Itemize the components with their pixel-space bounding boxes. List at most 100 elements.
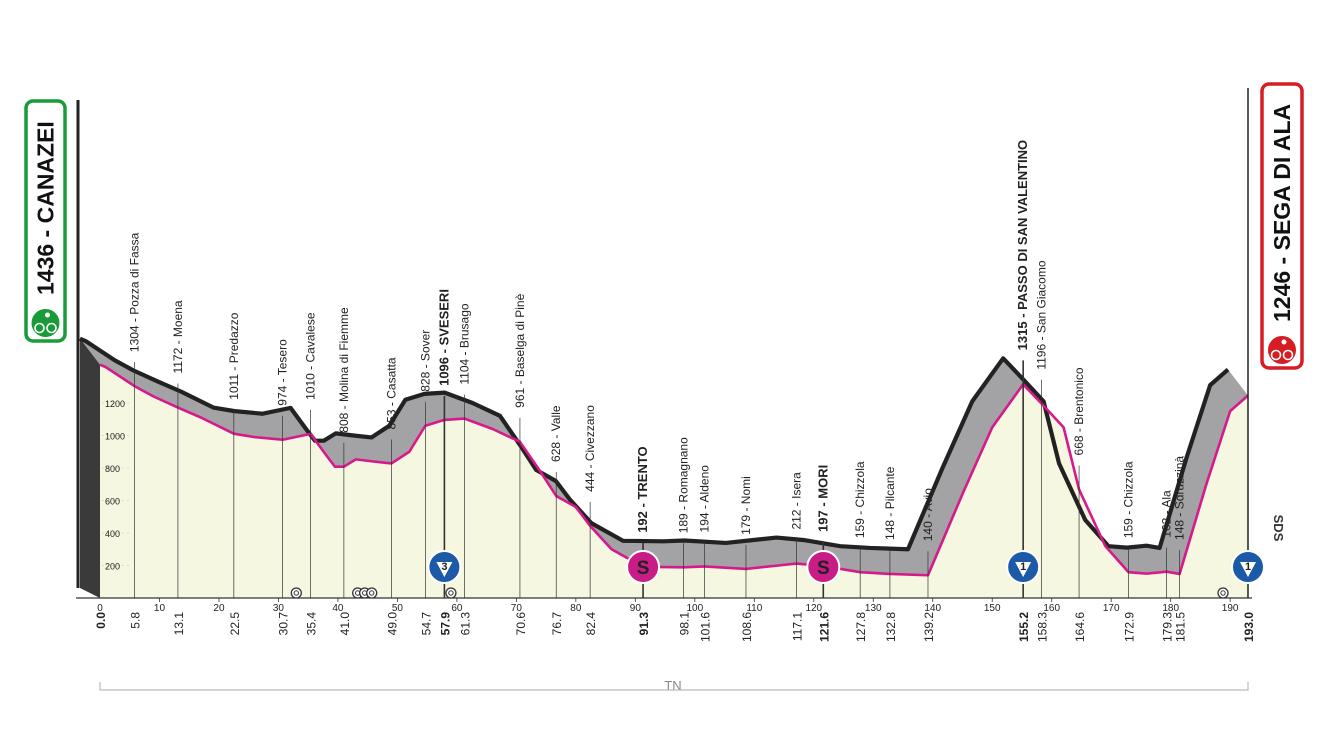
km-label: 35.4 (305, 612, 319, 636)
climb-triangle-icon (1240, 562, 1256, 577)
km-label: 22.5 (228, 612, 242, 636)
finish-banner-rider-icon (1266, 334, 1298, 366)
climb-category-label: 1 (1245, 561, 1251, 573)
sprint-label: S (637, 558, 650, 579)
sprint-label: S (817, 558, 830, 579)
tunnel-icon-inner (368, 590, 375, 596)
tunnel-icon (366, 587, 378, 599)
tunnel-icon-inner (1220, 590, 1226, 596)
waypoint-label: 162 - Ala (1160, 490, 1174, 538)
start-banner-rider-icon (29, 307, 62, 339)
km-label: 179.3 (1161, 612, 1175, 642)
km-label: 70.6 (514, 612, 528, 636)
waypoint-label: 212 - Isera (790, 472, 804, 530)
km-label: 5.8 (128, 612, 142, 629)
waypoint-label: 1196 - San Giacomo (1035, 260, 1049, 369)
km-label: 127.8 (854, 612, 868, 642)
waypoint-label: 974 - Tesero (276, 339, 290, 406)
profile-fill-layer (80, 338, 1248, 598)
start-banner-wheel-icon (34, 322, 45, 334)
waypoint-label: 194 - Aldeno (697, 465, 711, 533)
x-tick-label: 60 (451, 603, 463, 614)
profile-ridge-line (79, 336, 1230, 552)
region-bracket-line (99, 682, 1249, 691)
start-banner-wheel-icon (46, 322, 57, 334)
km-label: 61.3 (459, 612, 473, 636)
climb-triangle-icon (436, 562, 453, 577)
km-label: 98.1 (678, 612, 692, 636)
km-label: 181.5 (1174, 612, 1188, 642)
waypoint-label: 1172 - Moena (171, 300, 185, 373)
km-label: 121.6 (817, 612, 831, 642)
climb-category-label: 3 (441, 561, 447, 573)
finish-banner-label: 1246 - SEGA DI ALA (1269, 104, 1295, 322)
waypoint-label: 159 - Chizzola (1121, 461, 1135, 538)
x-tick-label: 80 (570, 603, 582, 614)
sds-label: SDS (1271, 515, 1286, 542)
x-tick-label: 50 (392, 603, 404, 614)
start-banner-frame (24, 99, 67, 343)
tunnel-icon-inner (448, 590, 454, 596)
km-label: 155.2 (1017, 612, 1031, 642)
x-tick-label: 40 (332, 603, 344, 614)
waypoint-label: 1096 - SVESERI (436, 289, 451, 386)
km-label: 82.4 (584, 612, 598, 636)
finish-banner: 1246 - SEGA DI ALA (1260, 82, 1304, 370)
waypoint-label: 197 - MORI (815, 465, 830, 532)
km-label: 0.0 (94, 612, 108, 629)
km-label: 108.6 (740, 612, 754, 642)
finish-banner-wheel-icon (1270, 349, 1282, 361)
x-tick-label: 20 (213, 603, 225, 614)
km-label: 54.7 (419, 612, 433, 636)
km-label: 164.6 (1073, 612, 1087, 642)
waypoint-label: 179 - Nomi (739, 476, 753, 535)
y-tick-label: 400 (105, 529, 120, 539)
finish-banner-wheel-icon (1282, 349, 1294, 361)
waypoint-label: 444 - Civezzano (583, 405, 597, 492)
km-label: 101.6 (698, 612, 712, 642)
x-tick-label: 170 (1103, 603, 1120, 614)
km-labels: 0.0 5.8 13.1 22.5 30.7 35.4 41.0 49.0 54.7 57.9 61… (94, 612, 1256, 642)
km-label: 139.2 (922, 612, 936, 642)
km-label: 49.0 (385, 612, 399, 636)
x-tick-label: 90 (630, 603, 642, 614)
km-label: 91.3 (637, 612, 651, 636)
km-label: 117.1 (791, 612, 805, 641)
start-banner-label: 1436 - CANAZEI (33, 121, 59, 295)
x-tick-label: 110 (746, 603, 762, 614)
waypoint-label: 961 - Baselga di Pinè (513, 293, 527, 407)
km-label: 158.3 (1036, 612, 1050, 642)
waypoint-label: 808 - Molina di Fiemme (337, 307, 351, 433)
waypoint-label: 148 - Pilcante (883, 466, 897, 540)
waypoint-label: 1315 - PASSO DI SAN VALENTINO (1015, 140, 1030, 350)
region-label: TN (664, 678, 681, 693)
km-label: 41.0 (338, 612, 352, 636)
finish-banner-frame (1260, 82, 1304, 370)
x-tick-label: 130 (865, 603, 882, 614)
profile-front-face (100, 364, 1248, 598)
waypoint-label: 148 - Sdruzzinà (1173, 456, 1187, 540)
tunnel-icon (445, 587, 457, 599)
waypoint-label: 1304 - Pozza di Fassa (127, 232, 141, 352)
waypoint-label: 853 - Casatta (384, 357, 398, 429)
sprint-badge (626, 550, 661, 584)
waypoint-label: 140 - Avio (921, 488, 935, 541)
profile-top-surface (80, 338, 1248, 576)
waypoint-label: 668 - Brentonico (1072, 367, 1086, 455)
waypoint-label: 192 - TRENTO (635, 446, 650, 532)
x-tick-label: 180 (1162, 603, 1179, 614)
region-bracket: TN (99, 678, 1249, 693)
waypoint-label: 159 - Chizzola (853, 461, 867, 538)
km-label: 193.0 (1242, 612, 1256, 642)
climb-category-label: 1 (1020, 561, 1026, 573)
finish-banner-head-icon (1281, 339, 1287, 345)
km-label: 172.9 (1122, 612, 1136, 642)
km-label: 13.1 (172, 612, 186, 636)
y-tick-label: 600 (105, 497, 120, 507)
x-tick-label: 160 (1043, 603, 1060, 614)
km-label: 132.8 (884, 612, 898, 642)
km-label: 76.7 (550, 612, 564, 636)
profile-left-face (80, 338, 100, 598)
x-tick-label: 120 (805, 603, 822, 614)
